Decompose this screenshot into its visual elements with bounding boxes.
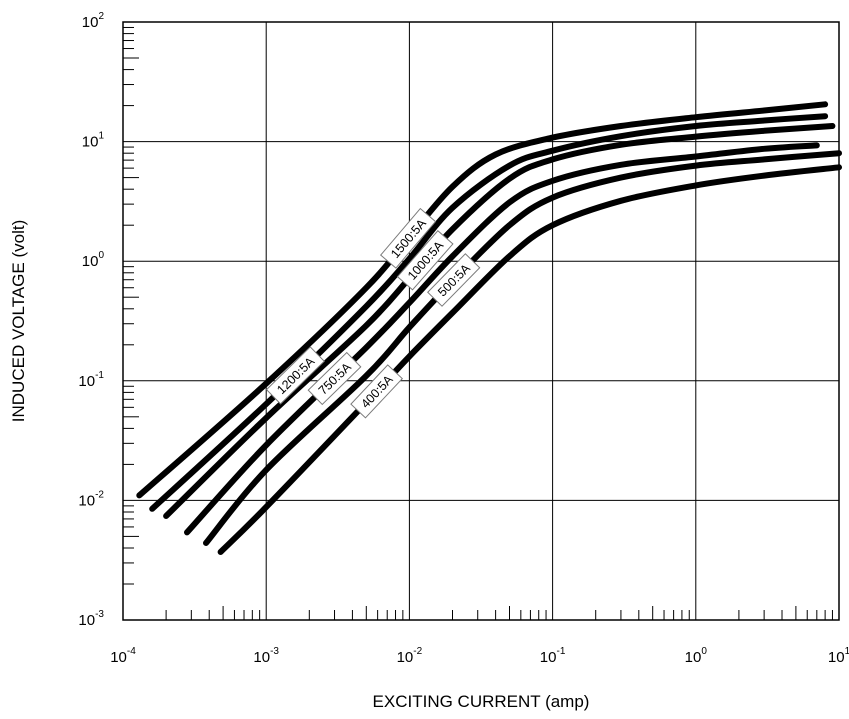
x-axis-title: EXCITING CURRENT (amp) [373,692,590,711]
plot-frame [122,21,840,621]
y-tick-exponent: 2 [98,11,104,22]
x-tick-exponent: -2 [413,646,422,657]
series-label-box [379,207,437,269]
y-tick-base: 10 [82,14,99,31]
series-label-box [396,230,454,291]
series-label-box [307,351,362,406]
x-tick-label: 10-3 [253,646,279,666]
series-line [136,101,829,499]
y-tick-base: 10 [78,373,95,390]
y-tick-exponent: 1 [98,131,104,142]
y-tick-label: 101 [82,131,105,151]
x-tick-label: 10-4 [110,646,136,666]
y-tick-exponent: -1 [95,370,104,381]
y-tick-label: 10-3 [78,609,104,629]
y-axis-title: INDUCED VOLTAGE (volt) [9,220,28,422]
x-tick-exponent: -4 [127,646,136,657]
y-tick-label: 10-2 [78,489,104,509]
x-tick-base: 10 [685,649,702,666]
series-line [217,164,842,555]
x-tick-base: 10 [110,649,127,666]
x-tick-base: 10 [253,649,270,666]
x-tick-exponent: -3 [270,646,279,657]
x-tick-exponent: 0 [701,646,707,657]
x-tick-base: 10 [540,649,557,666]
x-tick-label: 100 [685,646,708,666]
x-tick-base: 10 [397,649,414,666]
series-line [184,142,820,536]
series-line [203,150,842,546]
series-label-box [265,346,325,405]
y-tick-exponent: -2 [95,489,104,500]
series-lines [136,101,842,555]
x-tick-label: 10-1 [540,646,566,666]
series-label: 500:5A [427,253,481,307]
y-tick-base: 10 [82,134,99,151]
y-tick-exponent: 0 [98,250,104,261]
y-tick-exponent: -3 [95,609,104,620]
x-tick-base: 10 [828,649,845,666]
x-tick-exponent: -1 [556,646,565,657]
y-tick-base: 10 [78,492,95,509]
series-line [163,123,836,519]
y-tick-base: 10 [78,612,95,629]
y-tick-label: 100 [82,250,105,270]
x-tick-labels: 10-4 10-3 10-2 10-1 100 101 [110,646,849,666]
x-tick-label: 101 [828,646,849,666]
y-tick-label: 102 [82,11,105,31]
y-tick-base: 10 [82,253,99,270]
x-tick-exponent: 1 [845,646,849,657]
series-label-box [350,364,404,419]
x-tick-label: 10-2 [397,646,423,666]
minor-ticks [123,26,833,620]
series-label-box [427,253,481,307]
y-tick-label: 10-1 [78,370,104,390]
